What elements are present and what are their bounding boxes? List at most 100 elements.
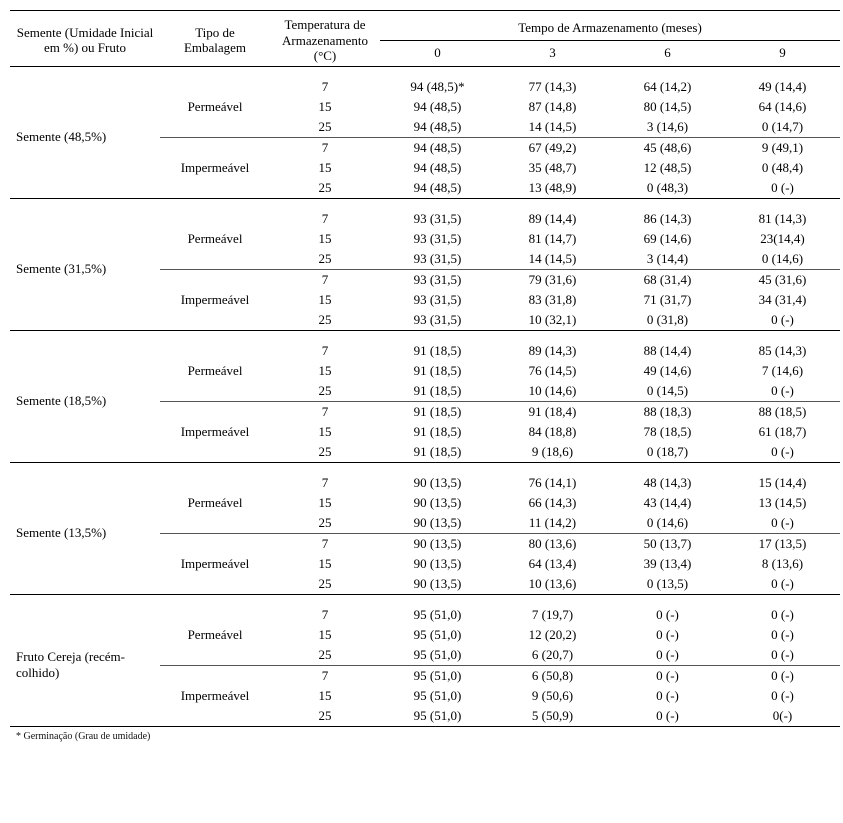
data-cell: 45 (48,6) bbox=[610, 137, 725, 158]
data-cell: 86 (14,3) bbox=[610, 209, 725, 229]
hdr-embalagem: Tipo de Embalagem bbox=[160, 11, 270, 67]
data-cell: 0 (-) bbox=[725, 665, 840, 686]
data-cell: 49 (14,4) bbox=[725, 77, 840, 97]
data-cell: 79 (31,6) bbox=[495, 269, 610, 290]
data-cell: 91 (18,5) bbox=[380, 401, 495, 422]
data-cell: 94 (48,5) bbox=[380, 178, 495, 199]
temp-cell: 25 bbox=[270, 310, 380, 331]
temp-cell: 7 bbox=[270, 605, 380, 625]
data-cell: 64 (13,4) bbox=[495, 554, 610, 574]
data-cell: 68 (31,4) bbox=[610, 269, 725, 290]
data-cell: 0 (-) bbox=[725, 310, 840, 331]
data-cell: 35 (48,7) bbox=[495, 158, 610, 178]
temp-cell: 25 bbox=[270, 381, 380, 402]
data-cell: 0 (14,6) bbox=[610, 513, 725, 534]
data-cell: 91 (18,5) bbox=[380, 361, 495, 381]
data-cell: 95 (51,0) bbox=[380, 645, 495, 666]
temp-cell: 7 bbox=[270, 77, 380, 97]
temp-cell: 25 bbox=[270, 574, 380, 595]
data-cell: 7 (14,6) bbox=[725, 361, 840, 381]
data-cell: 90 (13,5) bbox=[380, 473, 495, 493]
table-body: Semente (48,5%)Permeável794 (48,5)*77 (1… bbox=[10, 66, 840, 726]
data-cell: 95 (51,0) bbox=[380, 605, 495, 625]
data-cell: 89 (14,4) bbox=[495, 209, 610, 229]
data-cell: 91 (18,5) bbox=[380, 442, 495, 463]
data-cell: 0 (-) bbox=[725, 513, 840, 534]
data-cell: 67 (49,2) bbox=[495, 137, 610, 158]
data-cell: 14 (14,5) bbox=[495, 117, 610, 138]
data-cell: 90 (13,5) bbox=[380, 533, 495, 554]
table-header: Semente (Umidade Inicial em %) ou Fruto … bbox=[10, 11, 840, 67]
temp-cell: 25 bbox=[270, 442, 380, 463]
data-cell: 45 (31,6) bbox=[725, 269, 840, 290]
data-cell: 94 (48,5) bbox=[380, 137, 495, 158]
data-cell: 88 (18,3) bbox=[610, 401, 725, 422]
data-cell: 91 (18,5) bbox=[380, 341, 495, 361]
data-cell: 10 (14,6) bbox=[495, 381, 610, 402]
temp-cell: 15 bbox=[270, 290, 380, 310]
embalagem-cell: Permeável bbox=[160, 341, 270, 402]
data-cell: 39 (13,4) bbox=[610, 554, 725, 574]
data-cell: 34 (31,4) bbox=[725, 290, 840, 310]
data-cell: 83 (31,8) bbox=[495, 290, 610, 310]
temp-cell: 25 bbox=[270, 706, 380, 727]
data-cell: 84 (18,8) bbox=[495, 422, 610, 442]
data-cell: 12 (20,2) bbox=[495, 625, 610, 645]
temp-cell: 25 bbox=[270, 645, 380, 666]
data-cell: 6 (20,7) bbox=[495, 645, 610, 666]
data-cell: 91 (18,4) bbox=[495, 401, 610, 422]
data-cell: 88 (18,5) bbox=[725, 401, 840, 422]
temp-cell: 7 bbox=[270, 137, 380, 158]
data-cell: 81 (14,3) bbox=[725, 209, 840, 229]
section-label: Fruto Cereja (recém-colhido) bbox=[10, 605, 160, 727]
data-cell: 0 (-) bbox=[610, 706, 725, 727]
data-cell: 95 (51,0) bbox=[380, 706, 495, 727]
data-cell: 95 (51,0) bbox=[380, 625, 495, 645]
temp-cell: 7 bbox=[270, 473, 380, 493]
data-cell: 13 (48,9) bbox=[495, 178, 610, 199]
data-cell: 10 (32,1) bbox=[495, 310, 610, 331]
embalagem-cell: Permeável bbox=[160, 209, 270, 270]
section-label: Semente (48,5%) bbox=[10, 77, 160, 199]
temp-cell: 15 bbox=[270, 229, 380, 249]
data-cell: 93 (31,5) bbox=[380, 290, 495, 310]
section-label: Semente (18,5%) bbox=[10, 341, 160, 463]
data-cell: 9 (18,6) bbox=[495, 442, 610, 463]
data-cell: 0 (-) bbox=[725, 442, 840, 463]
table-row: Semente (18,5%)Permeável791 (18,5)89 (14… bbox=[10, 341, 840, 361]
data-cell: 0 (48,3) bbox=[610, 178, 725, 199]
section-label: Semente (31,5%) bbox=[10, 209, 160, 331]
data-cell: 61 (18,7) bbox=[725, 422, 840, 442]
temp-cell: 15 bbox=[270, 158, 380, 178]
hdr-temp: Temperatura de Armazenamento (°C) bbox=[270, 11, 380, 67]
data-cell: 90 (13,5) bbox=[380, 513, 495, 534]
data-cell: 0 (-) bbox=[610, 686, 725, 706]
data-cell: 0 (-) bbox=[725, 178, 840, 199]
data-cell: 0 (-) bbox=[610, 665, 725, 686]
data-cell: 48 (14,3) bbox=[610, 473, 725, 493]
temp-cell: 7 bbox=[270, 533, 380, 554]
hdr-month-3: 3 bbox=[495, 41, 610, 67]
data-cell: 0 (14,6) bbox=[725, 249, 840, 270]
data-cell: 11 (14,2) bbox=[495, 513, 610, 534]
embalagem-cell: Permeável bbox=[160, 605, 270, 666]
data-cell: 81 (14,7) bbox=[495, 229, 610, 249]
embalagem-cell: Impermeável bbox=[160, 137, 270, 198]
data-cell: 0 (31,8) bbox=[610, 310, 725, 331]
temp-cell: 7 bbox=[270, 665, 380, 686]
data-cell: 85 (14,3) bbox=[725, 341, 840, 361]
data-cell: 9 (49,1) bbox=[725, 137, 840, 158]
hdr-month-0: 0 bbox=[380, 41, 495, 67]
data-cell: 5 (50,9) bbox=[495, 706, 610, 727]
data-cell: 90 (13,5) bbox=[380, 493, 495, 513]
table-row: Fruto Cereja (recém-colhido)Permeável795… bbox=[10, 605, 840, 625]
data-cell: 0 (-) bbox=[725, 686, 840, 706]
data-cell: 93 (31,5) bbox=[380, 229, 495, 249]
data-cell: 3 (14,4) bbox=[610, 249, 725, 270]
data-cell: 64 (14,6) bbox=[725, 97, 840, 117]
data-cell: 43 (14,4) bbox=[610, 493, 725, 513]
data-cell: 6 (50,8) bbox=[495, 665, 610, 686]
data-cell: 87 (14,8) bbox=[495, 97, 610, 117]
data-cell: 0(-) bbox=[725, 706, 840, 727]
data-cell: 0 (13,5) bbox=[610, 574, 725, 595]
